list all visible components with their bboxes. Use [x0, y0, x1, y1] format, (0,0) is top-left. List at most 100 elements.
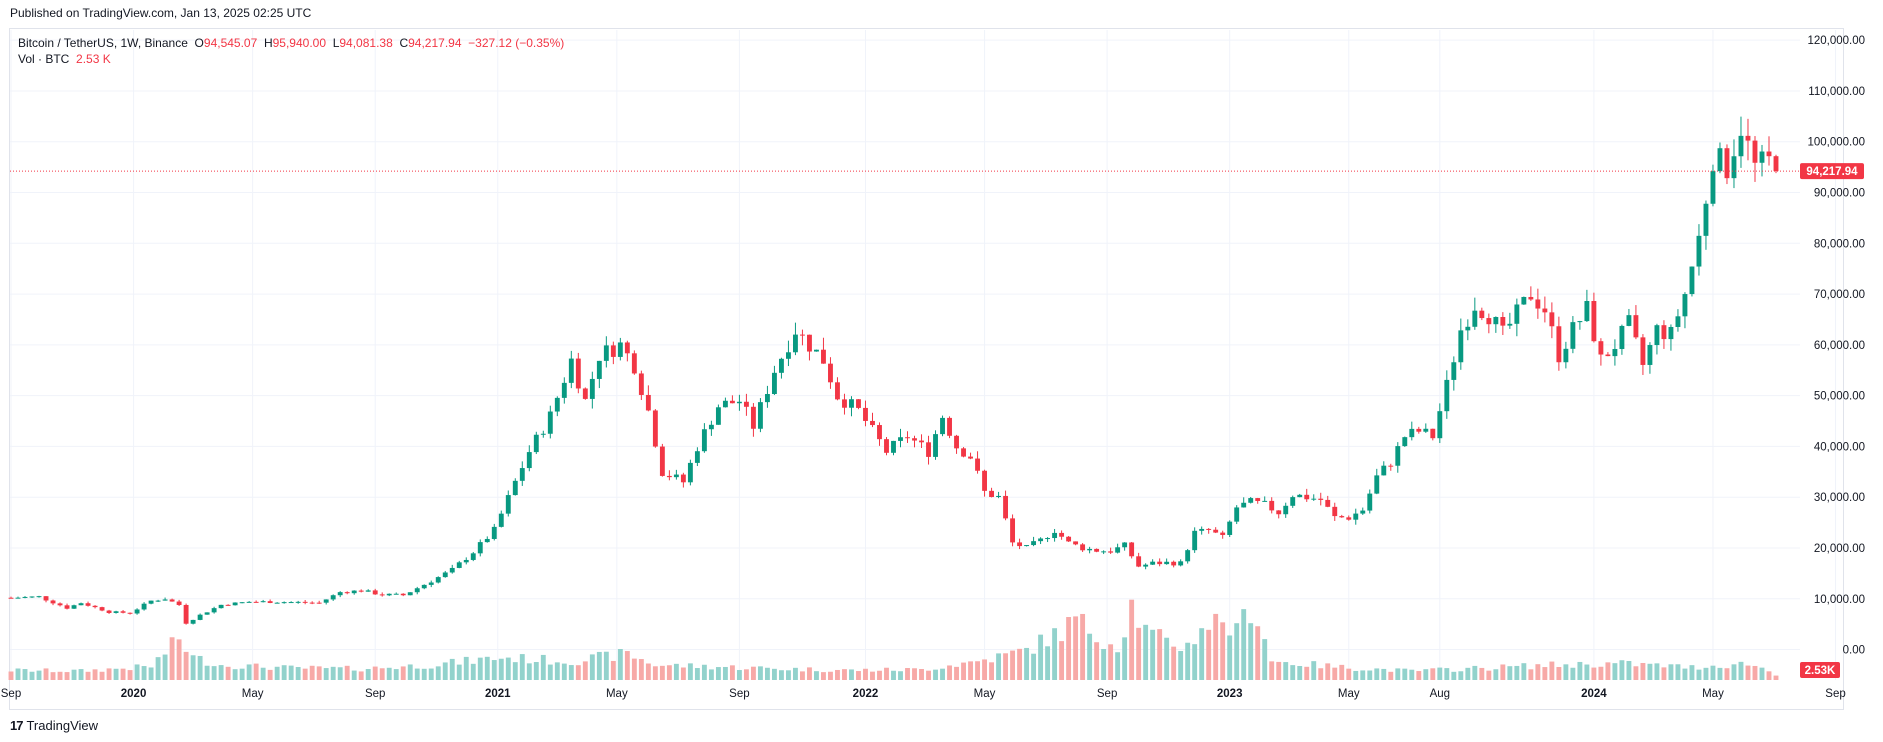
- candle-body: [1325, 499, 1331, 507]
- candle-body: [211, 608, 217, 613]
- candle-body: [680, 474, 686, 483]
- volume-bar: [1052, 628, 1058, 680]
- volume-bar: [1738, 661, 1744, 680]
- volume-bar: [1563, 664, 1569, 680]
- candle-body: [1647, 345, 1653, 365]
- volume-bar: [358, 671, 364, 680]
- candle-body: [50, 600, 56, 604]
- candle-body: [1360, 510, 1366, 514]
- candle-body: [316, 602, 322, 604]
- candle-body: [281, 602, 287, 604]
- candle-body: [1381, 465, 1387, 476]
- candle-body: [1444, 379, 1450, 412]
- candle-body: [547, 411, 553, 434]
- volume-bar: [281, 665, 287, 680]
- candle-body: [288, 602, 294, 604]
- price-markers: 94,217.94 2.53K: [10, 163, 1864, 678]
- candle-body: [1402, 437, 1408, 447]
- candle-body: [1073, 541, 1079, 545]
- price-tick-label: 50,000.00: [1814, 391, 1865, 403]
- time-tick-label: Aug: [1430, 688, 1450, 700]
- volume-bar: [1745, 665, 1751, 680]
- volume-bar: [982, 659, 987, 680]
- volume-bar: [1570, 667, 1576, 680]
- volume-bar: [884, 667, 889, 680]
- candle-body: [1122, 542, 1128, 548]
- volume-bar: [337, 667, 343, 680]
- volume-bar: [821, 672, 826, 680]
- candle-body: [1563, 348, 1569, 363]
- candles: [8, 116, 1779, 625]
- volume-bar: [1171, 646, 1177, 680]
- volume-bar: [1535, 664, 1541, 680]
- candle-body: [407, 592, 413, 596]
- candle-body: [414, 588, 420, 593]
- candle-body: [1290, 497, 1296, 506]
- candle-body: [1031, 541, 1037, 546]
- candle-body: [1276, 510, 1282, 515]
- candle-body: [849, 399, 854, 408]
- candle-body: [954, 435, 959, 449]
- volume-bar: [828, 671, 833, 680]
- volume-bar: [1619, 660, 1625, 680]
- volume-bar: [1017, 648, 1023, 680]
- time-tick-label: 2020: [121, 688, 147, 700]
- volume-bar: [1703, 667, 1709, 680]
- volume-bar: [1402, 668, 1408, 680]
- volume-bar: [8, 671, 14, 680]
- candle-body: [1227, 521, 1233, 535]
- volume-bar: [638, 659, 644, 680]
- candle-body: [1430, 428, 1436, 439]
- footer-brand[interactable]: 17 TradingView: [10, 718, 98, 733]
- candle-body: [800, 334, 805, 336]
- candle-body: [176, 601, 182, 605]
- candle-body: [421, 584, 427, 589]
- volume-bar: [498, 658, 504, 680]
- volume-bar: [1598, 666, 1604, 680]
- candle-body: [982, 470, 987, 491]
- candle-body: [169, 599, 175, 602]
- candle-body: [856, 399, 861, 408]
- candle-body: [1395, 446, 1401, 466]
- candle-body: [344, 592, 350, 594]
- volume-bar: [1458, 671, 1464, 680]
- volume-bar: [582, 661, 588, 680]
- candle-body: [484, 538, 490, 543]
- candle-body: [197, 614, 203, 620]
- candle-body: [1241, 502, 1247, 508]
- volume-bar: [708, 669, 714, 680]
- candle-body: [743, 401, 749, 407]
- volume-bar: [1332, 667, 1338, 680]
- volume-bar: [421, 668, 427, 680]
- candle-body: [148, 600, 154, 604]
- candle-body: [365, 590, 371, 592]
- chart-frame[interactable]: [9, 28, 1844, 710]
- volume-bar: [1129, 599, 1135, 680]
- volume-bar: [260, 667, 266, 680]
- price-tick-label: 70,000.00: [1814, 289, 1865, 301]
- candle-body: [835, 382, 840, 400]
- volume-bar: [1031, 653, 1037, 680]
- volume-bar: [85, 671, 91, 680]
- candle-body: [253, 601, 259, 603]
- volume-bar: [814, 671, 819, 680]
- time-tick-label: Sep: [1, 688, 21, 700]
- volume-bar: [652, 666, 658, 680]
- candle-body: [1689, 266, 1695, 295]
- candle-body: [687, 462, 693, 483]
- candle-body: [554, 397, 560, 412]
- volume-bar: [1199, 628, 1205, 680]
- volume-bar: [379, 668, 385, 680]
- volume-bar: [933, 669, 938, 680]
- candle-body: [428, 582, 434, 585]
- candle-body: [1171, 561, 1177, 566]
- volume-bar: [1682, 668, 1688, 680]
- candle-body: [1682, 294, 1688, 317]
- volume-bar: [757, 666, 763, 680]
- volume-bar: [1094, 642, 1100, 680]
- volume-bar: [1444, 668, 1450, 680]
- volume-bar: [1038, 634, 1044, 680]
- candle-body: [1346, 517, 1352, 520]
- volume-bar: [1367, 670, 1373, 680]
